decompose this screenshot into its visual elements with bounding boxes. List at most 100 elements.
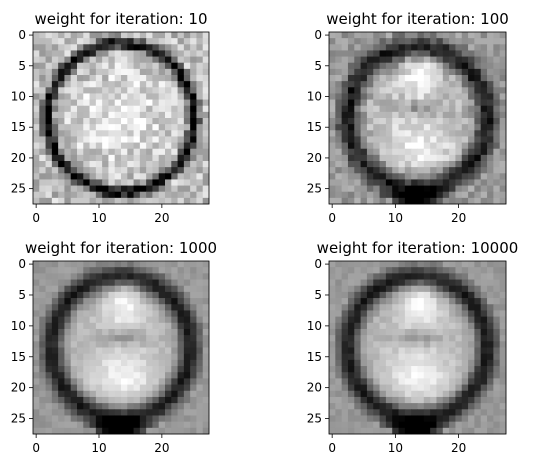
heatmap-cell: [335, 427, 343, 435]
heatmap-cell: [461, 136, 469, 143]
heatmap-cell: [108, 44, 116, 51]
heatmap-cell: [461, 62, 469, 70]
heatmap-cell: [442, 273, 450, 280]
heatmap-cell: [411, 390, 418, 398]
heatmap-cell: [45, 185, 53, 193]
heatmap-cell: [77, 191, 84, 199]
heatmap-cell: [139, 38, 147, 45]
heatmap-cell: [487, 105, 494, 113]
heatmap-cell: [379, 81, 387, 88]
heatmap-cell: [417, 75, 425, 82]
heatmap-cell: [379, 359, 387, 367]
heatmap-cell: [196, 273, 204, 280]
heatmap-cell: [436, 261, 444, 268]
heatmap-cell: [468, 130, 475, 137]
heatmap-cell: [39, 111, 46, 119]
heatmap-cell: [133, 396, 141, 404]
heatmap-cell: [83, 261, 90, 268]
heatmap-cell: [449, 124, 456, 131]
heatmap-cell: [45, 142, 53, 150]
heatmap-cell: [64, 273, 72, 280]
heatmap-cell: [461, 142, 469, 150]
heatmap-cell: [39, 291, 46, 299]
heatmap-cell: [202, 273, 210, 280]
heatmap-cell: [398, 285, 406, 293]
heatmap-cell: [121, 62, 128, 70]
heatmap-cell: [95, 261, 103, 268]
heatmap-cell: [89, 267, 97, 274]
heatmap-cell: [39, 366, 46, 373]
heatmap-cell: [442, 415, 450, 423]
heatmap-cell: [487, 38, 494, 45]
heatmap-cell: [196, 130, 204, 137]
heatmap-cell: [411, 273, 418, 280]
heatmap-cell: [121, 68, 128, 76]
heatmap-cell: [39, 81, 46, 88]
heatmap-cell: [404, 99, 412, 107]
heatmap-cell: [152, 93, 160, 100]
heatmap-cell: [202, 372, 210, 379]
heatmap-cell: [108, 130, 116, 137]
heatmap-cell: [354, 298, 362, 305]
heatmap-cell: [360, 191, 368, 199]
heatmap-cell: [404, 148, 412, 156]
heatmap-cell: [152, 335, 160, 342]
heatmap-cell: [39, 421, 46, 429]
heatmap-cell: [190, 75, 197, 82]
heatmap-cell: [474, 316, 482, 324]
heatmap-cell: [58, 427, 65, 435]
heatmap-cell: [430, 167, 437, 174]
heatmap-cell: [95, 136, 103, 143]
heatmap-cell: [430, 142, 437, 150]
heatmap-cell: [449, 75, 456, 82]
heatmap-cell: [64, 310, 72, 318]
heatmap-cell: [83, 173, 90, 180]
heatmap-cell: [108, 81, 116, 88]
heatmap-cell: [70, 50, 78, 57]
heatmap-cell: [436, 310, 444, 318]
heatmap-cell: [183, 267, 191, 274]
heatmap-cell: [442, 384, 450, 392]
heatmap-cell: [474, 310, 482, 318]
heatmap-cell: [152, 148, 160, 156]
y-tick-label: 20: [11, 381, 26, 395]
heatmap-cell: [64, 185, 72, 193]
heatmap-cell: [202, 118, 210, 125]
heatmap-cell: [398, 142, 406, 150]
heatmap-cell: [468, 197, 475, 205]
heatmap-cell: [45, 75, 53, 82]
heatmap-cell: [329, 396, 336, 404]
heatmap-cell: [436, 421, 444, 429]
heatmap-cell: [177, 316, 185, 324]
heatmap-cell: [404, 310, 412, 318]
heatmap-cell: [45, 427, 53, 435]
heatmap-cell: [33, 81, 40, 88]
x-tick-label: 10: [388, 441, 403, 455]
heatmap-cell: [127, 396, 134, 404]
heatmap-cell: [360, 291, 368, 299]
heatmap-cell: [341, 316, 349, 324]
heatmap-cell: [70, 341, 78, 348]
heatmap-cell: [436, 173, 444, 180]
heatmap-cell: [152, 366, 160, 373]
heatmap-cell: [392, 81, 399, 88]
heatmap-cell: [487, 298, 494, 305]
heatmap-cell: [392, 87, 399, 94]
heatmap-cell: [64, 328, 72, 336]
heatmap-cell: [360, 359, 368, 367]
heatmap-cell: [39, 378, 46, 385]
heatmap-cell: [89, 179, 97, 186]
heatmap-cell: [95, 32, 103, 39]
heatmap-cell: [347, 279, 355, 287]
heatmap-cell: [190, 38, 197, 45]
heatmap-cell: [354, 136, 362, 143]
heatmap-cell: [158, 105, 166, 113]
heatmap-cell: [392, 142, 399, 150]
heatmap-cell: [45, 93, 53, 100]
heatmap-cell: [183, 322, 191, 330]
heatmap-cell: [360, 161, 368, 168]
heatmap-cell: [146, 366, 153, 373]
heatmap-cell: [487, 56, 494, 64]
heatmap-cell: [121, 409, 128, 416]
heatmap-cell: [468, 50, 475, 57]
